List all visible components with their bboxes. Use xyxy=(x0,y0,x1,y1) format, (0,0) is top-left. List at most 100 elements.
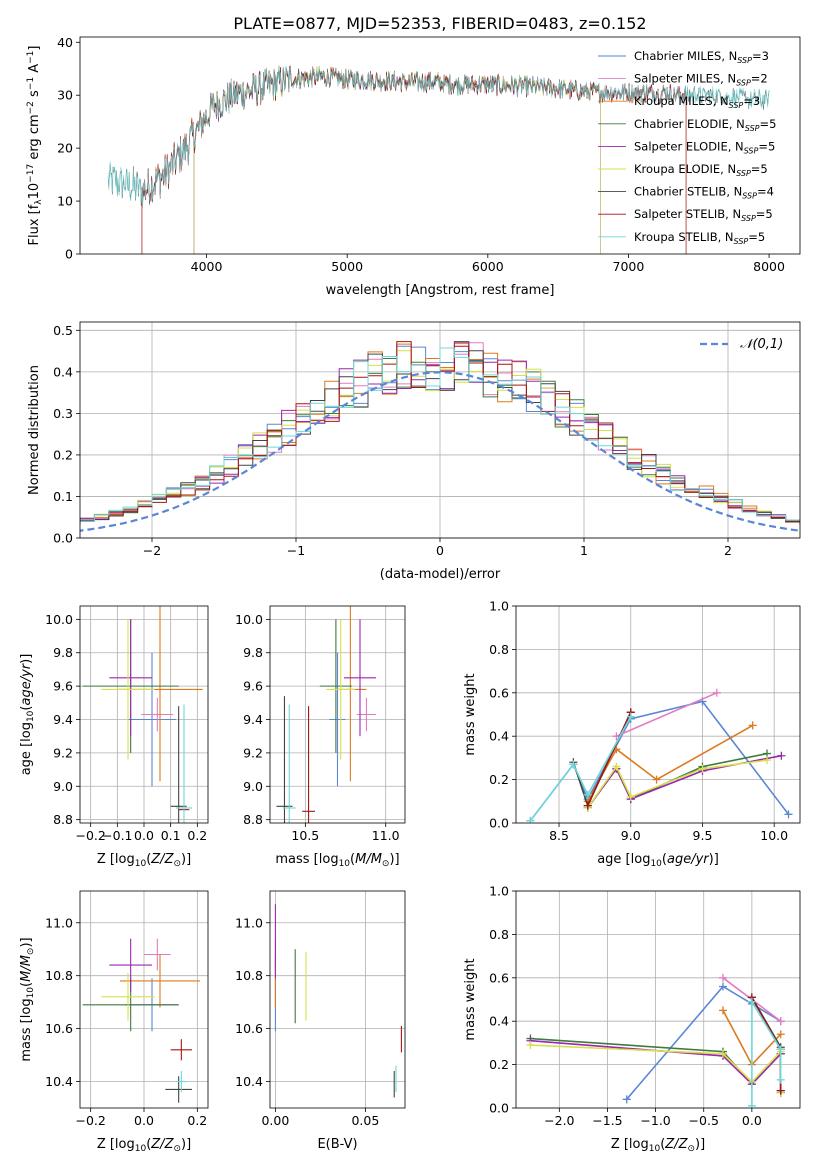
axes-frame xyxy=(79,321,801,539)
point-salpeter-elodie xyxy=(343,619,377,737)
x-tick-label: −0.5 xyxy=(689,1113,719,1128)
point-marker xyxy=(776,1045,785,1054)
x-axis-label: wavelength [Angstrom, rest frame] xyxy=(326,283,555,298)
y-tick-label: 0.4 xyxy=(489,729,509,744)
plot-area xyxy=(82,938,200,1103)
x-tick-label: 8.5 xyxy=(549,828,569,843)
y-tick-label: 11.0 xyxy=(45,915,73,930)
point-salpeter-elodie xyxy=(109,619,152,737)
panel-age-z: −0.2−0.1 0.0 0.1 0.2 8.8 9.0 9.2 9.4 9.6 9.8 10.0 Z… xyxy=(19,605,209,869)
x-tick-label: 7000 xyxy=(613,259,645,274)
x-tick-label: −1.0 xyxy=(640,1113,670,1128)
y-tick-label: 0.8 xyxy=(489,927,509,942)
x-axis-label: Z [log10(Z/Z⊙)] xyxy=(611,1137,705,1154)
series-line xyxy=(626,985,782,1100)
point-marker xyxy=(776,1017,785,1026)
series-kroupa-stelib xyxy=(526,712,635,823)
legend-label: Chabrier MILES, NSSP=3 xyxy=(634,49,769,65)
plot-area xyxy=(526,688,793,823)
legend-label: Kroupa ELODIE, NSSP=5 xyxy=(634,162,768,178)
point-marker xyxy=(718,973,727,982)
series-kroupa-elodie xyxy=(583,756,772,812)
panel-mass-z: −0.2 0.0 0.2 10.4 10.6 10.8 11.0 Z [log10(Z/Z⊙)… xyxy=(19,890,209,1154)
series-kroupa-stelib xyxy=(747,997,785,1108)
x-axis-label: mass [log10(M/M⊙)] xyxy=(275,852,399,869)
y-tick-label: 0.5 xyxy=(53,323,73,338)
y-tick-label: 10.6 xyxy=(45,1021,73,1036)
point-chabrier-miles xyxy=(128,652,176,787)
point-kroupa-elodie xyxy=(101,973,155,1021)
point-marker xyxy=(526,816,535,823)
point-salpeter-miles xyxy=(141,697,174,732)
panel-spectrum: 4000 5000 6000 7000 8000 0 10 20 30 40 Flux [fλ10−… xyxy=(26,35,801,298)
series-line xyxy=(751,998,782,1106)
y-axis-label: Flux [fλ10−17 erg cm−2 s−1 A−1] xyxy=(26,46,44,246)
point-chabrier-elodie xyxy=(319,619,352,753)
point-marker xyxy=(718,982,727,991)
point-marker xyxy=(652,775,661,784)
legend-label: Kroupa MILES, NSSP=3 xyxy=(634,94,760,110)
y-tick-label: 20 xyxy=(57,141,73,156)
y-tick-label: 9.8 xyxy=(53,645,73,660)
y-tick-label: 0.2 xyxy=(53,447,73,462)
x-tick-label: 0.1 xyxy=(161,828,181,843)
point-marker xyxy=(718,1049,727,1058)
y-tick-label: 0.0 xyxy=(53,531,73,546)
panel-mass-ebv: 0.00 0.05 10.4 10.6 10.8 11.0 E(B-V) xyxy=(235,890,406,1152)
point-marker xyxy=(698,764,707,773)
point-kroupa-stelib xyxy=(176,1070,187,1093)
x-tick-label: 8000 xyxy=(753,259,785,274)
grid xyxy=(80,891,208,1108)
axes-frame xyxy=(79,605,209,824)
legend-label: Chabrier STELIB, NSSP=4 xyxy=(634,185,774,201)
series-kroupa-miles xyxy=(583,721,757,806)
x-tick-label: −0.2 xyxy=(75,1113,105,1128)
y-tick-label: 0.4 xyxy=(53,364,73,379)
x-tick-label: 0.2 xyxy=(187,1113,207,1128)
y-tick-label: 10.6 xyxy=(235,1021,263,1036)
y-tick-label: 0.6 xyxy=(489,685,509,700)
normal-curve xyxy=(80,371,800,532)
spectrum-line xyxy=(193,66,601,254)
point-kroupa-elodie xyxy=(326,619,356,760)
y-tick-label: 0.3 xyxy=(53,406,73,421)
y-axis-label: Normed distribution xyxy=(27,365,42,495)
y-tick-label: 9.4 xyxy=(243,712,263,727)
x-tick-label: 9.0 xyxy=(621,828,641,843)
point-salpeter-elodie xyxy=(109,938,152,992)
x-tick-label: −0.1 xyxy=(102,828,132,843)
point-marker xyxy=(776,1086,785,1095)
series-salpeter-elodie xyxy=(583,751,786,812)
y-tick-label: 10.0 xyxy=(45,612,73,627)
y-tick-label: 1.0 xyxy=(489,884,509,899)
x-axis-label: E(B-V) xyxy=(317,1137,357,1152)
x-tick-label: −1.5 xyxy=(592,1113,622,1128)
y-tick-label: 9.2 xyxy=(243,745,263,760)
plot-area xyxy=(274,904,402,1098)
x-tick-label: 0.0 xyxy=(134,828,154,843)
axes-frame xyxy=(79,890,209,1109)
x-tick-label: 0.00 xyxy=(261,1113,289,1128)
y-tick-label: 9.8 xyxy=(243,645,263,660)
x-tick-label: −2.0 xyxy=(544,1113,574,1128)
y-tick-label: 0.8 xyxy=(489,642,509,657)
series-line xyxy=(586,711,632,806)
x-tick-label: 11.0 xyxy=(372,828,400,843)
point-marker xyxy=(777,751,786,760)
panel-weight-z: −2.0 −1.5 −1.0 −0.5 0.0 0.0 0.2 0.4 0.6 0.8 1.0 Z [… xyxy=(463,884,801,1154)
x-tick-label: 6000 xyxy=(472,259,504,274)
histogram-kroupa-stelib xyxy=(80,347,800,522)
plot-area xyxy=(82,606,203,823)
point-chabrier-stelib xyxy=(276,696,293,823)
y-tick-label: 0.6 xyxy=(489,970,509,985)
point-marker xyxy=(763,756,772,765)
x-tick-label: 0.2 xyxy=(187,828,207,843)
point-marker xyxy=(612,762,621,771)
point-marker xyxy=(747,997,756,1006)
point-marker xyxy=(748,721,757,730)
y-tick-label: 0.4 xyxy=(489,1014,509,1029)
axes-frame xyxy=(79,36,801,255)
y-tick-label: 9.4 xyxy=(53,712,73,727)
plot-area xyxy=(276,606,377,823)
